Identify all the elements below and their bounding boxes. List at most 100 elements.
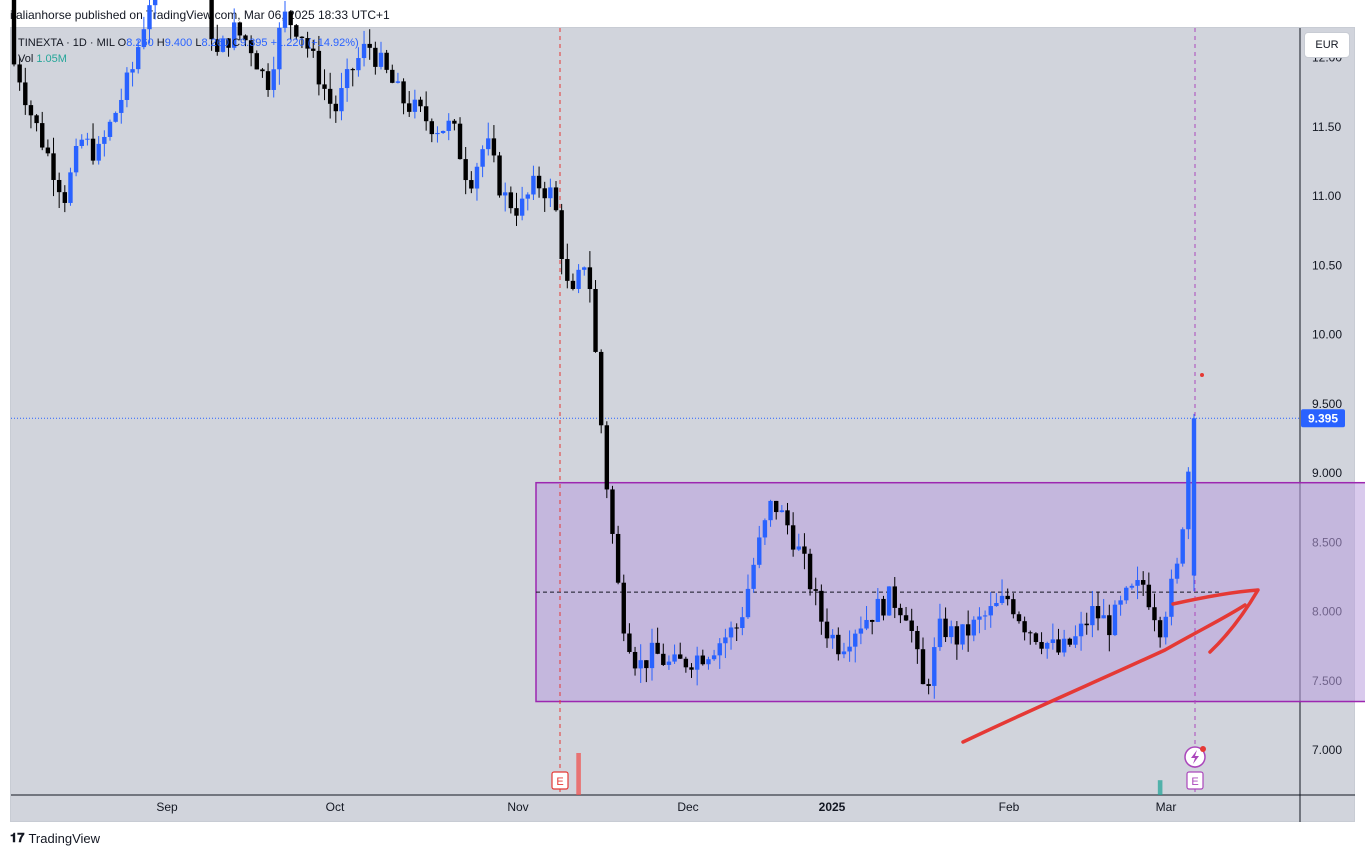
candle-body xyxy=(548,187,553,199)
candle xyxy=(949,620,954,644)
candle xyxy=(768,499,773,527)
candle-body xyxy=(649,642,655,669)
candle xyxy=(141,16,147,50)
candle xyxy=(62,185,68,213)
x-tick-label: Dec xyxy=(677,800,698,814)
candle-body xyxy=(971,619,977,636)
candle xyxy=(418,96,423,112)
candle-body xyxy=(802,546,807,554)
candle xyxy=(322,69,327,101)
candle-body xyxy=(17,64,22,83)
candle-body xyxy=(435,132,440,135)
candle-body xyxy=(858,628,864,634)
candle xyxy=(1033,632,1039,645)
candle xyxy=(587,251,593,303)
currency-button[interactable]: EUR xyxy=(1304,32,1350,58)
x-tick-label: Mar xyxy=(1156,800,1177,814)
candle xyxy=(299,36,305,49)
candle xyxy=(830,629,835,649)
candle xyxy=(390,64,395,84)
candle xyxy=(254,50,259,70)
y-tick-label: 10.50 xyxy=(1312,258,1342,272)
candle-body xyxy=(79,139,84,146)
candle xyxy=(265,63,271,97)
candle xyxy=(858,616,864,645)
candle xyxy=(311,39,316,58)
candle-body xyxy=(1090,606,1095,626)
candle-body xyxy=(1140,580,1146,585)
candle-body xyxy=(678,654,683,659)
candle xyxy=(1095,591,1101,631)
candle-body xyxy=(1180,529,1185,564)
legend-vol-label: Vol xyxy=(18,53,34,65)
candle-body xyxy=(344,69,350,89)
footer-brand[interactable]: 𝟏𝟕 TradingView xyxy=(10,830,100,846)
candle xyxy=(294,24,299,40)
candle xyxy=(960,624,965,650)
candle xyxy=(1084,612,1089,635)
last-price-badge xyxy=(1301,409,1345,428)
candle-body xyxy=(502,192,508,196)
candle-body xyxy=(390,69,395,83)
candle-body xyxy=(452,120,457,124)
candle-body xyxy=(1101,615,1106,619)
candle-body xyxy=(644,660,649,669)
candle xyxy=(734,623,739,641)
candle xyxy=(1118,595,1123,616)
candle xyxy=(1050,623,1056,650)
candle-body xyxy=(282,11,288,28)
candle-body xyxy=(1056,639,1061,653)
candle xyxy=(774,500,779,520)
candle xyxy=(407,91,412,117)
candle xyxy=(1112,600,1118,637)
candle-body xyxy=(1157,620,1163,638)
candle-body xyxy=(982,615,988,617)
candle xyxy=(920,637,926,685)
candle-body xyxy=(869,619,875,622)
candle xyxy=(243,34,248,47)
candle xyxy=(356,47,361,77)
candle-body xyxy=(768,500,773,521)
candle xyxy=(869,619,875,635)
candle xyxy=(45,139,51,157)
candle xyxy=(915,625,920,664)
candle-body xyxy=(1163,616,1168,638)
candle-body xyxy=(813,589,818,591)
candle-body xyxy=(373,47,378,67)
annotation-arrow-shaft xyxy=(961,603,1247,744)
candle-body xyxy=(23,82,28,106)
candle xyxy=(519,186,525,221)
candle-body xyxy=(892,586,897,608)
candle xyxy=(124,67,130,108)
candle xyxy=(1163,611,1168,645)
candle xyxy=(926,678,931,695)
candle-body xyxy=(898,607,903,616)
candle-body xyxy=(1005,595,1010,600)
candle xyxy=(277,22,282,85)
candle xyxy=(282,0,288,33)
candle-body xyxy=(220,38,226,52)
candle xyxy=(395,72,401,84)
candle xyxy=(1073,625,1078,648)
candle-body xyxy=(790,525,796,550)
candle-body xyxy=(141,29,147,48)
legend-symbol[interactable]: TINEXTA · 1D · MIL xyxy=(18,37,115,49)
candle-body xyxy=(915,630,920,650)
candle-body xyxy=(621,582,626,634)
candle xyxy=(373,41,378,75)
candle-body xyxy=(519,198,525,216)
candle xyxy=(1028,630,1033,645)
candle-body xyxy=(604,425,610,490)
candle-body xyxy=(796,546,801,550)
candle xyxy=(384,49,389,74)
candle xyxy=(632,646,638,676)
candle-body xyxy=(316,50,322,85)
candle xyxy=(954,621,960,660)
candle-body xyxy=(582,267,587,270)
candle xyxy=(119,88,124,124)
candle-body xyxy=(954,626,960,645)
candle-body xyxy=(248,40,254,54)
candle xyxy=(689,663,694,678)
candle-body xyxy=(367,43,372,48)
